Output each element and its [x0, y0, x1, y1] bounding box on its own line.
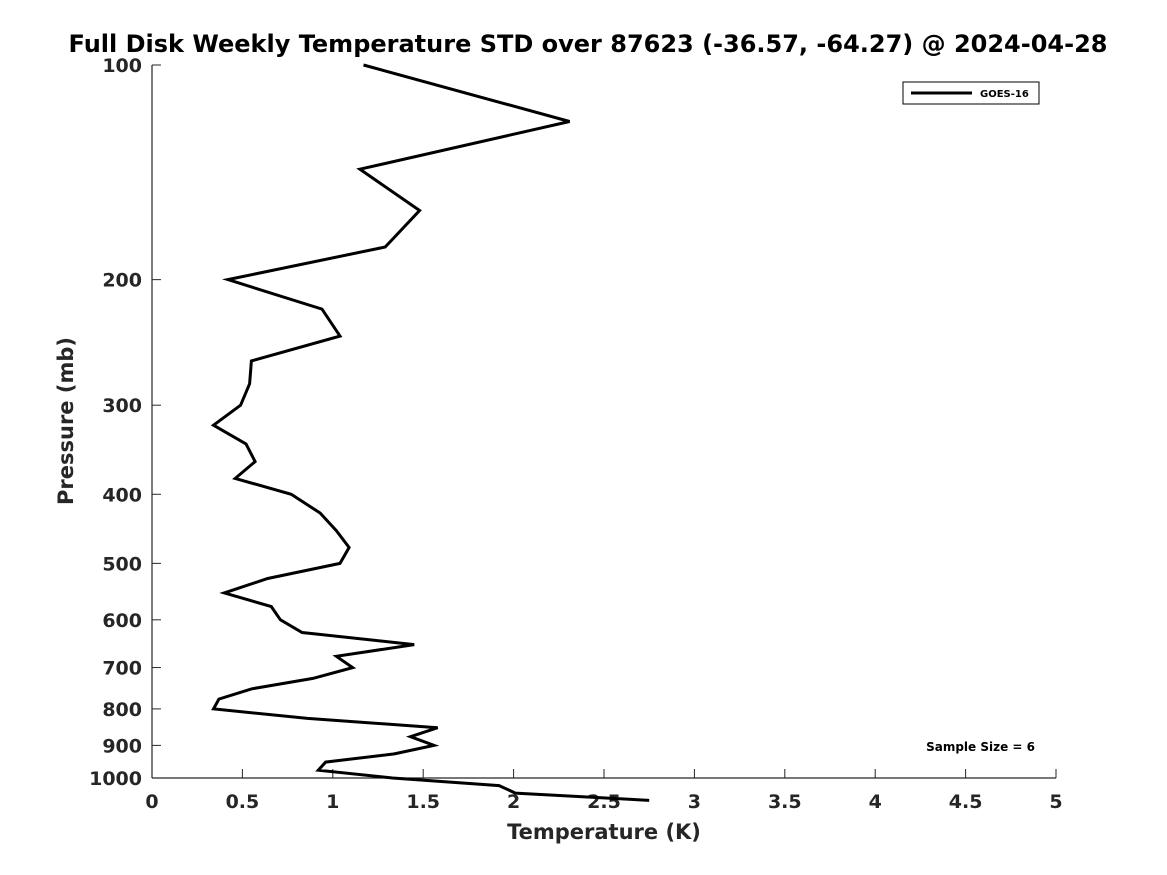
series-line-goes-16 — [210, 63, 650, 802]
y-tick-label: 400 — [102, 484, 142, 506]
y-tick-label: 500 — [102, 553, 142, 575]
y-tick-label: 200 — [102, 270, 142, 292]
y-tick-label: 800 — [102, 699, 142, 721]
sample-size-annotation: Sample Size = 6 — [926, 740, 1035, 754]
legend: GOES-16 — [902, 81, 1040, 105]
x-tick-label: 2 — [507, 791, 520, 813]
y-tick-label: 100 — [102, 55, 142, 77]
y-tick-label: 700 — [102, 658, 142, 680]
x-tick-label: 0.5 — [226, 791, 260, 813]
x-tick-label: 3 — [688, 791, 701, 813]
legend-label-goes-16: GOES-16 — [980, 89, 1029, 100]
x-tick-label: 1 — [326, 791, 339, 813]
axes — [151, 65, 1056, 779]
y-tick-label: 300 — [102, 395, 142, 417]
x-tick-label: 2.5 — [587, 791, 621, 813]
series-group — [210, 63, 650, 802]
y-tick-label: 600 — [102, 610, 142, 632]
x-axis-ticks: 0 0.5 1 1.5 2 2.5 3 3.5 4 4.5 5 — [145, 769, 1063, 813]
x-tick-label: 4.5 — [949, 791, 983, 813]
x-tick-label: 5 — [1049, 791, 1062, 813]
y-tick-label: 1000 — [89, 768, 142, 790]
y-axis-label: Pressure (mb) — [54, 337, 78, 505]
x-tick-label: 0 — [145, 791, 158, 813]
chart-title: Full Disk Weekly Temperature STD over 87… — [69, 30, 1108, 58]
y-axis-ticks: 100 200 300 400 500 600 700 800 900 1000 — [89, 55, 161, 790]
x-tick-label: 3.5 — [768, 791, 802, 813]
x-tick-label: 1.5 — [406, 791, 440, 813]
y-tick-label: 900 — [102, 735, 142, 757]
x-axis-label: Temperature (K) — [507, 820, 701, 844]
x-tick-label: 4 — [869, 791, 882, 813]
